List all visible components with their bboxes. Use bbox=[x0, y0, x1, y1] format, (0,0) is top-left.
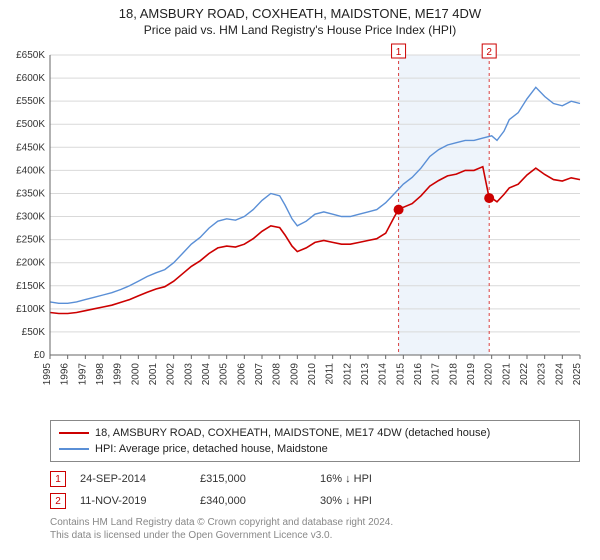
x-tick-label: 1997 bbox=[77, 363, 88, 386]
y-tick-label: £550K bbox=[16, 96, 45, 107]
transaction-badge: 1 bbox=[50, 471, 66, 487]
x-tick-label: 2006 bbox=[236, 363, 247, 386]
x-tick-label: 2007 bbox=[254, 363, 265, 386]
x-tick-label: 2025 bbox=[572, 363, 583, 386]
x-tick-label: 1996 bbox=[60, 363, 71, 386]
x-tick-label: 2014 bbox=[378, 363, 389, 386]
x-tick-label: 2024 bbox=[554, 363, 565, 386]
footnote-line1: Contains HM Land Registry data © Crown c… bbox=[50, 516, 580, 529]
transaction-badge: 2 bbox=[50, 493, 66, 509]
y-tick-label: £350K bbox=[16, 188, 45, 199]
chart-subtitle: Price paid vs. HM Land Registry's House … bbox=[0, 23, 600, 37]
legend-label: 18, AMSBURY ROAD, COXHEATH, MAIDSTONE, M… bbox=[95, 425, 490, 441]
transaction-price: £340,000 bbox=[200, 495, 320, 507]
y-tick-label: £100K bbox=[16, 304, 45, 315]
y-tick-label: £600K bbox=[16, 73, 45, 84]
transaction-row: 2 11-NOV-2019£340,00030% ↓ HPI bbox=[50, 490, 580, 512]
marker-badge-label: 1 bbox=[396, 47, 402, 58]
x-tick-label: 2013 bbox=[360, 363, 371, 386]
x-tick-label: 2010 bbox=[307, 363, 318, 386]
x-tick-label: 2001 bbox=[148, 363, 159, 386]
x-tick-label: 2012 bbox=[342, 363, 353, 386]
x-tick-label: 2004 bbox=[201, 363, 212, 386]
y-tick-label: £0 bbox=[34, 350, 46, 361]
legend-item: 18, AMSBURY ROAD, COXHEATH, MAIDSTONE, M… bbox=[59, 425, 571, 441]
x-tick-label: 1999 bbox=[113, 363, 124, 386]
footnote: Contains HM Land Registry data © Crown c… bbox=[50, 516, 580, 542]
x-tick-label: 2022 bbox=[519, 363, 530, 386]
legend-item: HPI: Average price, detached house, Maid… bbox=[59, 441, 571, 457]
line-chart: £0 £50K £100K £150K £200K £250K £300K £350K £400… bbox=[0, 39, 600, 409]
titles: 18, AMSBURY ROAD, COXHEATH, MAIDSTONE, M… bbox=[0, 0, 600, 39]
x-tick-label: 2015 bbox=[395, 363, 406, 386]
x-tick-label: 2003 bbox=[183, 363, 194, 386]
x-tick-label: 2009 bbox=[289, 363, 300, 386]
transaction-date: 11-NOV-2019 bbox=[80, 495, 200, 507]
y-tick-label: £650K bbox=[16, 50, 45, 61]
x-tick-label: 2023 bbox=[537, 363, 548, 386]
legend: 18, AMSBURY ROAD, COXHEATH, MAIDSTONE, M… bbox=[50, 420, 580, 462]
transaction-diff: 16% ↓ HPI bbox=[320, 473, 440, 485]
legend-label: HPI: Average price, detached house, Maid… bbox=[95, 441, 328, 457]
y-tick-label: £450K bbox=[16, 142, 45, 153]
y-tick-label: £250K bbox=[16, 235, 45, 246]
marker-badge-label: 2 bbox=[486, 47, 492, 58]
chart-container: 18, AMSBURY ROAD, COXHEATH, MAIDSTONE, M… bbox=[0, 0, 600, 542]
y-tick-label: £50K bbox=[22, 327, 46, 338]
transaction-diff: 30% ↓ HPI bbox=[320, 495, 440, 507]
y-tick-label: £150K bbox=[16, 281, 45, 292]
x-tick-label: 1995 bbox=[42, 363, 53, 386]
y-tick-label: £500K bbox=[16, 119, 45, 130]
chart-title: 18, AMSBURY ROAD, COXHEATH, MAIDSTONE, M… bbox=[0, 6, 600, 21]
highlight-band bbox=[399, 55, 490, 355]
marker-dot bbox=[394, 205, 404, 215]
footnote-line2: This data is licensed under the Open Gov… bbox=[50, 529, 580, 542]
x-tick-label: 2011 bbox=[325, 363, 336, 385]
x-tick-label: 2017 bbox=[431, 363, 442, 386]
x-tick-label: 2021 bbox=[501, 363, 512, 386]
legend-swatch bbox=[59, 448, 89, 450]
marker-dot bbox=[484, 193, 494, 203]
x-tick-label: 2002 bbox=[166, 363, 177, 386]
transaction-date: 24-SEP-2014 bbox=[80, 473, 200, 485]
x-tick-label: 2008 bbox=[272, 363, 283, 386]
x-tick-label: 2018 bbox=[448, 363, 459, 386]
legend-swatch bbox=[59, 432, 89, 434]
x-tick-label: 2000 bbox=[130, 363, 141, 386]
y-tick-label: £200K bbox=[16, 258, 45, 269]
y-tick-label: £400K bbox=[16, 165, 45, 176]
x-tick-label: 2020 bbox=[484, 363, 495, 386]
x-tick-label: 2019 bbox=[466, 363, 477, 386]
x-tick-label: 2005 bbox=[219, 363, 230, 386]
transactions-table: 1 24-SEP-2014£315,00016% ↓ HPI 2 11-NOV-201… bbox=[50, 468, 580, 512]
x-tick-label: 2016 bbox=[413, 363, 424, 386]
x-tick-label: 1998 bbox=[95, 363, 106, 386]
transaction-row: 1 24-SEP-2014£315,00016% ↓ HPI bbox=[50, 468, 580, 490]
y-tick-label: £300K bbox=[16, 212, 45, 223]
transaction-price: £315,000 bbox=[200, 473, 320, 485]
